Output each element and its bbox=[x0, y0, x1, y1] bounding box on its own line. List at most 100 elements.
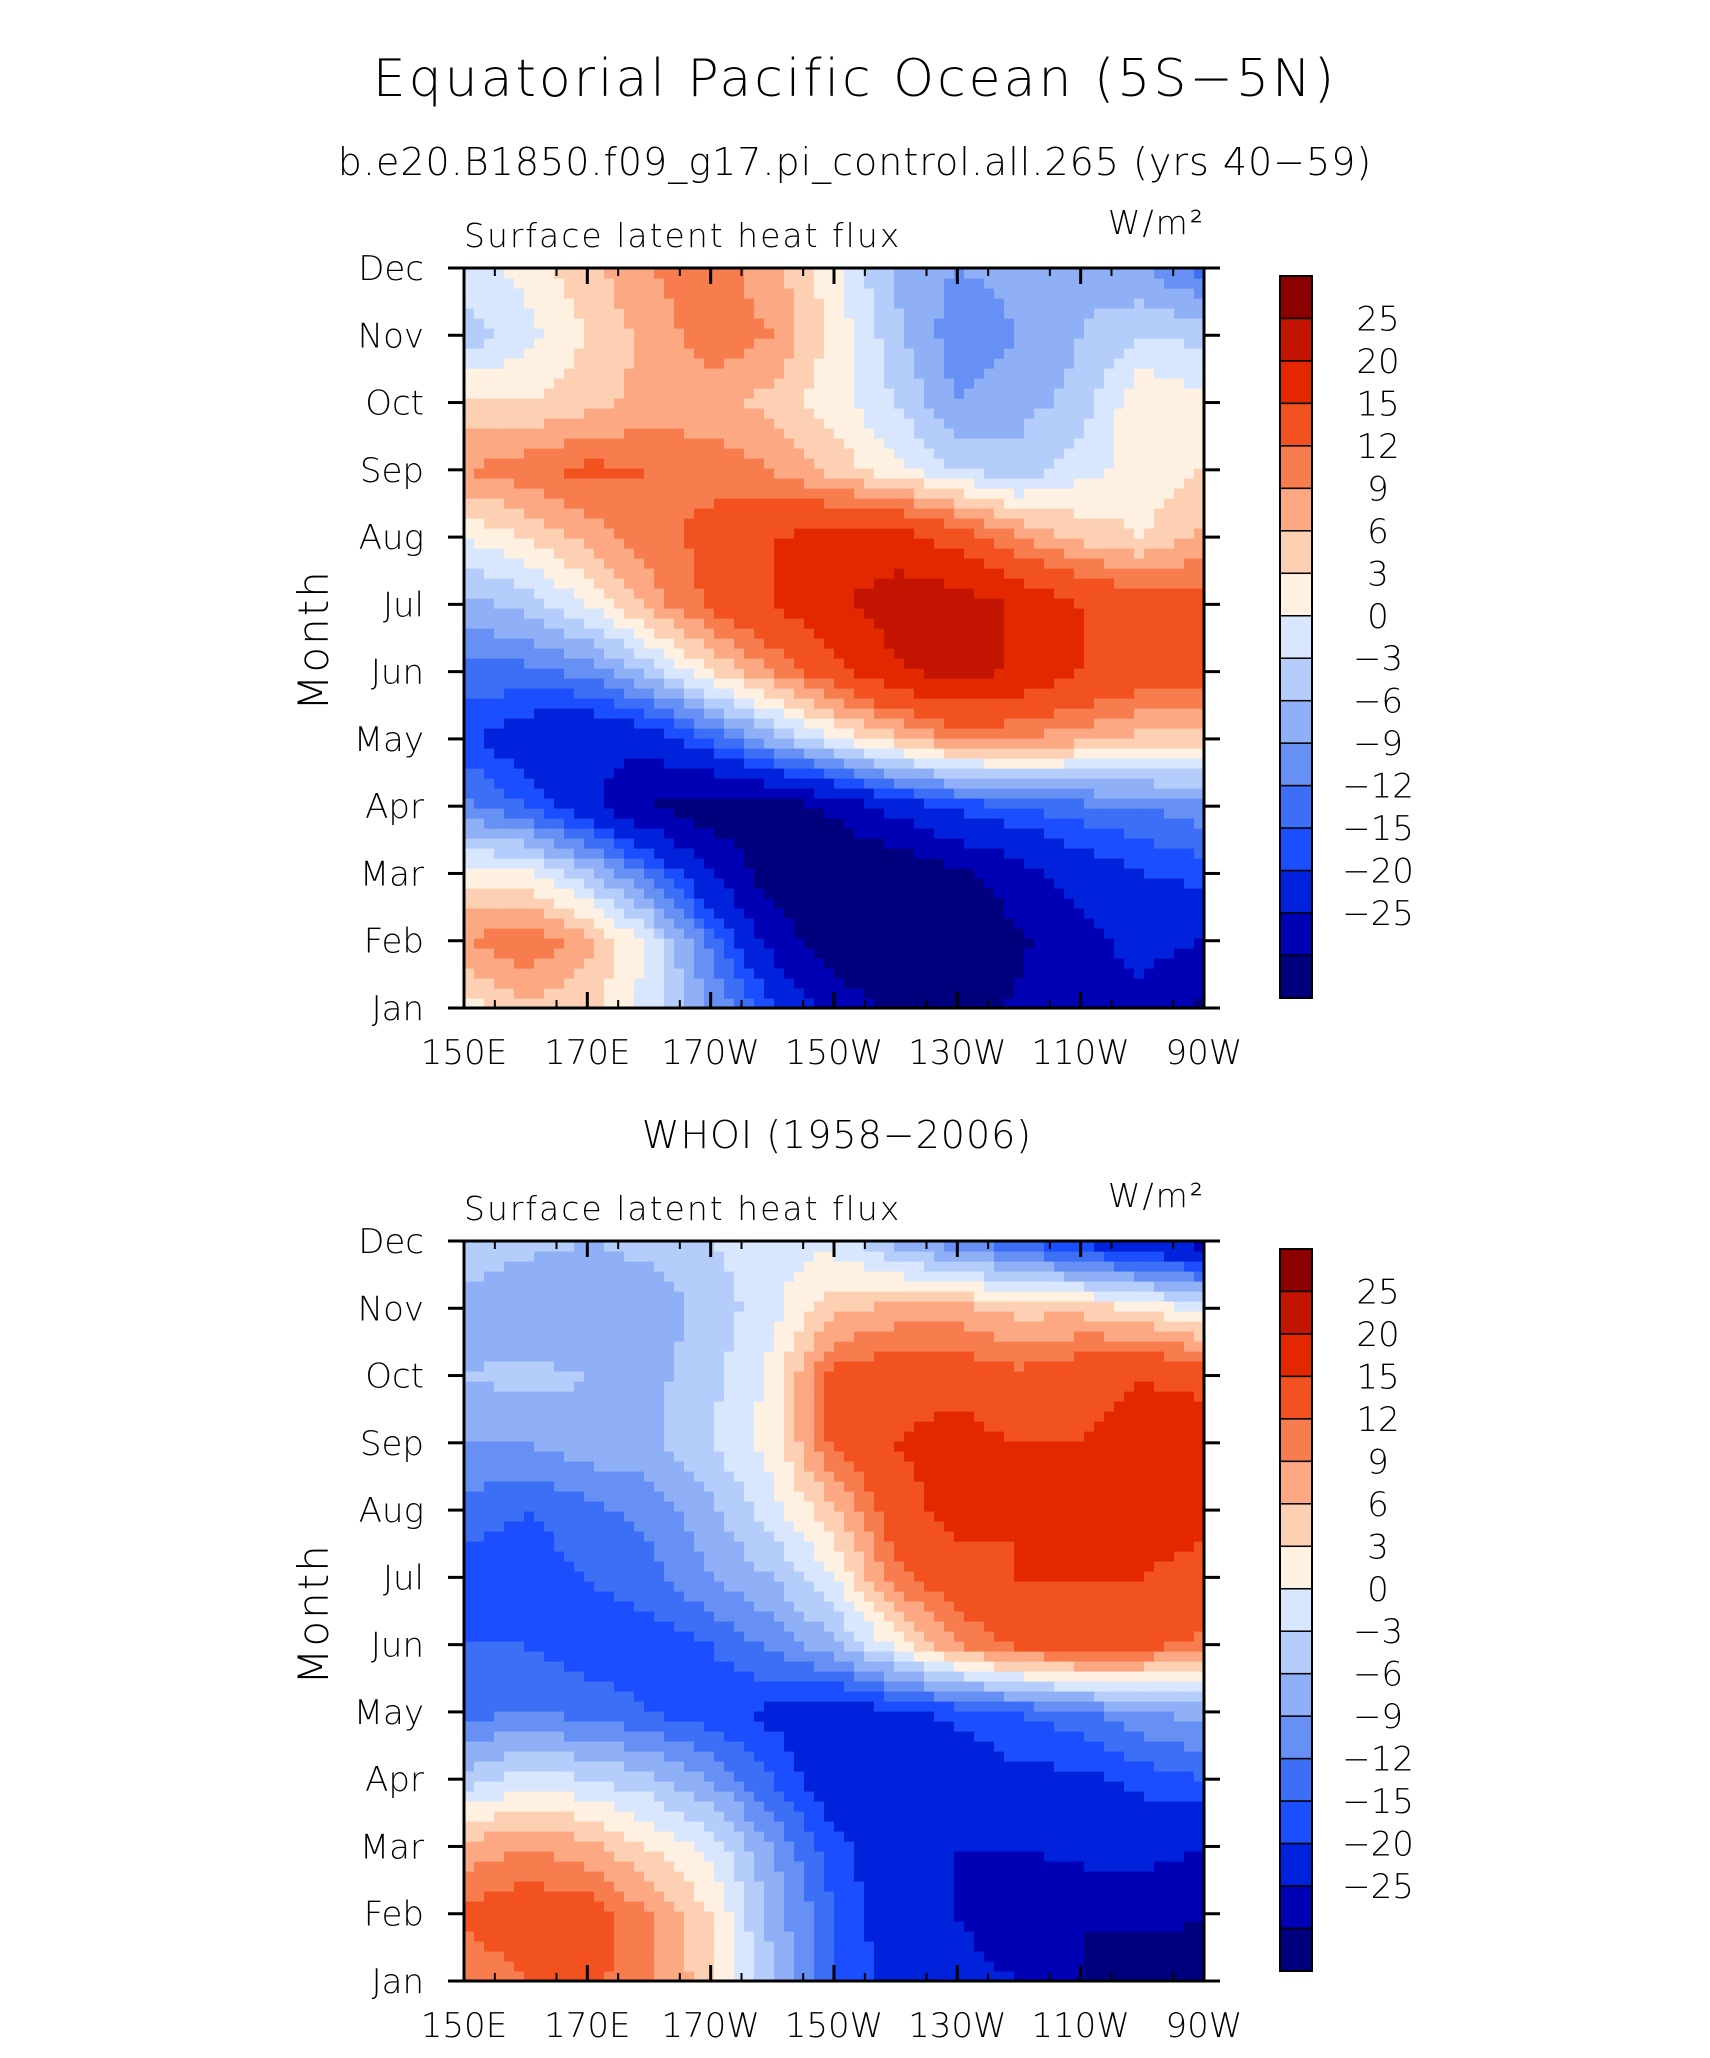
heatmap-cell bbox=[864, 338, 875, 349]
heatmap-cell bbox=[944, 988, 955, 999]
heatmap-cell bbox=[824, 788, 835, 799]
heatmap-cell bbox=[934, 838, 945, 849]
heatmap-cell bbox=[734, 588, 745, 599]
heatmap-cell bbox=[754, 338, 765, 349]
heatmap-cell bbox=[684, 688, 695, 699]
heatmap-cell bbox=[534, 548, 545, 559]
heatmap-cell bbox=[974, 578, 985, 589]
heatmap-cell bbox=[1044, 478, 1055, 489]
heatmap-cell bbox=[854, 878, 865, 889]
heatmap-cell bbox=[524, 628, 535, 639]
heatmap-cell bbox=[814, 798, 825, 809]
heatmap-cell bbox=[594, 578, 605, 589]
heatmap-cell bbox=[734, 928, 745, 939]
heatmap-cell bbox=[764, 428, 775, 439]
heatmap-cell bbox=[744, 658, 755, 669]
heatmap-cell bbox=[634, 338, 645, 349]
heatmap-cell bbox=[714, 708, 725, 719]
heatmap-cell bbox=[554, 778, 565, 789]
heatmap-cell bbox=[744, 818, 755, 829]
heatmap-cell bbox=[854, 938, 865, 949]
heatmap-cell bbox=[834, 518, 845, 529]
heatmap-cell bbox=[614, 788, 625, 799]
heatmap-cell bbox=[714, 508, 725, 519]
heatmap-cell bbox=[1104, 898, 1115, 909]
heatmap-cell bbox=[634, 798, 645, 809]
heatmap-cell bbox=[1034, 408, 1045, 419]
heatmap-cell bbox=[574, 858, 585, 869]
heatmap-cell bbox=[1074, 368, 1085, 379]
heatmap-cell bbox=[544, 598, 555, 609]
heatmap-cell bbox=[664, 978, 675, 989]
heatmap-cell bbox=[934, 508, 945, 519]
heatmap-cell bbox=[474, 818, 485, 829]
heatmap-cell bbox=[744, 998, 755, 1009]
heatmap-cell bbox=[654, 598, 665, 609]
heatmap-cell bbox=[754, 688, 765, 699]
heatmap-cell bbox=[1024, 438, 1035, 449]
heatmap-cell bbox=[734, 358, 745, 369]
heatmap-cell bbox=[674, 878, 685, 889]
heatmap-cell bbox=[864, 978, 875, 989]
heatmap-cell bbox=[554, 518, 565, 529]
heatmap-cell bbox=[1054, 628, 1065, 639]
heatmap-cell bbox=[864, 838, 875, 849]
heatmap-cell bbox=[774, 668, 785, 679]
heatmap-cell bbox=[904, 798, 915, 809]
heatmap-cell bbox=[974, 688, 985, 699]
heatmap-cell bbox=[864, 458, 875, 469]
heatmap-cell bbox=[474, 848, 485, 859]
heatmap-cell bbox=[484, 708, 495, 719]
heatmap-cell bbox=[704, 808, 715, 819]
heatmap-cell bbox=[524, 878, 535, 889]
heatmap-cell bbox=[1014, 718, 1025, 729]
heatmap-cell bbox=[614, 608, 625, 619]
heatmap-cell bbox=[784, 608, 795, 619]
heatmap-cell bbox=[754, 928, 765, 939]
heatmap-cell bbox=[1054, 578, 1065, 589]
heatmap-cell bbox=[774, 608, 785, 619]
heatmap-cell bbox=[524, 968, 535, 979]
heatmap-cell bbox=[534, 408, 545, 419]
heatmap-cell bbox=[804, 638, 815, 649]
heatmap-cell bbox=[684, 478, 695, 489]
heatmap-cell bbox=[944, 448, 955, 459]
heatmap-cell bbox=[564, 608, 575, 619]
heatmap-cell bbox=[1004, 588, 1015, 599]
heatmap-cell bbox=[1194, 998, 1205, 1009]
heatmap-cell bbox=[574, 368, 585, 379]
heatmap-cell bbox=[1054, 788, 1065, 799]
heatmap-cell bbox=[594, 808, 605, 819]
heatmap-cell bbox=[654, 558, 665, 569]
heatmap-cell bbox=[1034, 828, 1045, 839]
heatmap-cell bbox=[714, 668, 725, 679]
heatmap-cell bbox=[984, 448, 995, 459]
heatmap-cell bbox=[514, 878, 525, 889]
heatmap-cell bbox=[484, 478, 495, 489]
heatmap-cell bbox=[794, 508, 805, 519]
heatmap-cell bbox=[724, 678, 735, 689]
heatmap-cell bbox=[504, 958, 515, 969]
heatmap-cell bbox=[1064, 648, 1075, 659]
heatmap-cell bbox=[764, 798, 775, 809]
heatmap-cell bbox=[604, 628, 615, 639]
heatmap-cell bbox=[1074, 388, 1085, 399]
heatmap-cell bbox=[1084, 368, 1095, 379]
heatmap-cell bbox=[484, 368, 495, 379]
heatmap-cell bbox=[674, 698, 685, 709]
heatmap-cell bbox=[504, 648, 515, 659]
heatmap-cell bbox=[984, 498, 995, 509]
heatmap-cell bbox=[1124, 608, 1135, 619]
heatmap-cell bbox=[1024, 908, 1035, 919]
heatmap-cell bbox=[914, 408, 925, 419]
heatmap-cell bbox=[934, 918, 945, 929]
heatmap-cell bbox=[504, 968, 515, 979]
heatmap-cell bbox=[1034, 458, 1045, 469]
heatmap-cell bbox=[904, 968, 915, 979]
heatmap-cell bbox=[1134, 358, 1145, 369]
heatmap-cell bbox=[634, 688, 645, 699]
heatmap-cell bbox=[1194, 398, 1205, 409]
heatmap-cell bbox=[1124, 478, 1135, 489]
heatmap-cell bbox=[1014, 358, 1025, 369]
heatmap-cell bbox=[484, 688, 495, 699]
